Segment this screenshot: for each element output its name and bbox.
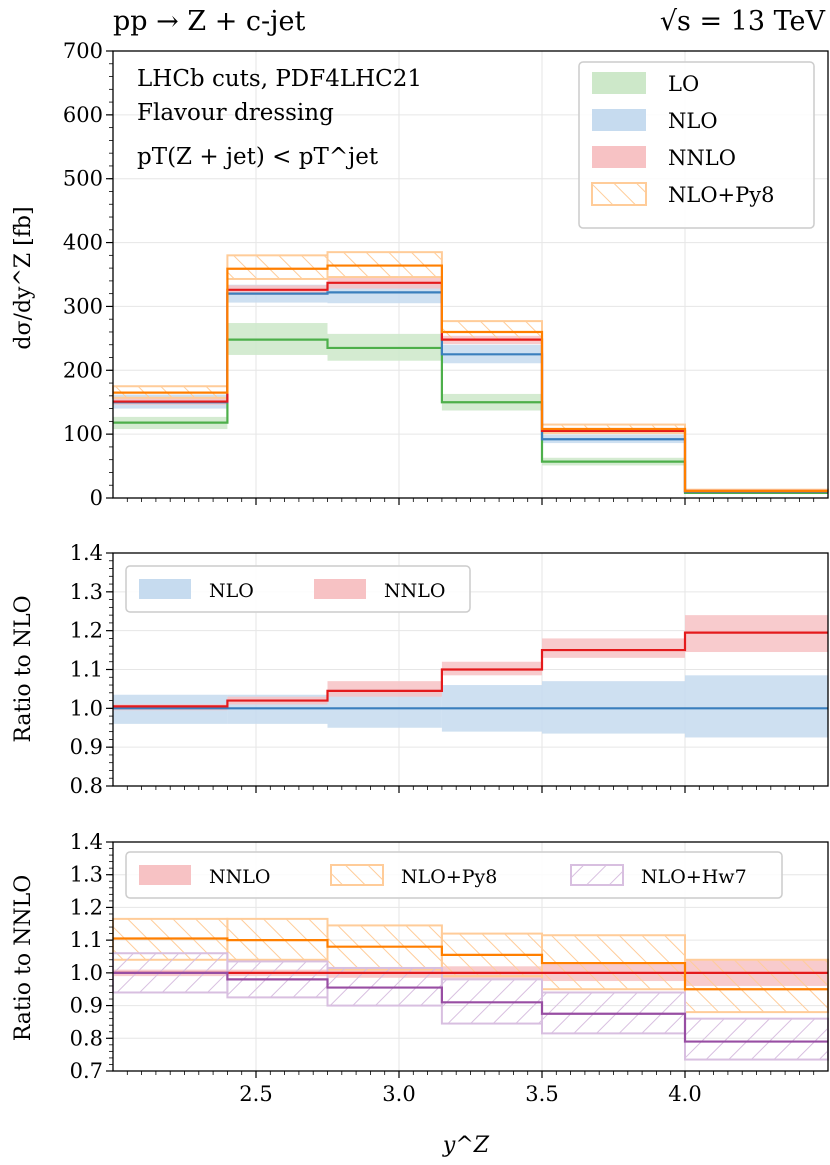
y-tick-label: 0.8 <box>70 774 103 798</box>
band-nlo-hw7 <box>684 1017 829 1061</box>
y-tick-label: 200 <box>63 358 103 382</box>
y-tick-label: 0.9 <box>70 994 103 1018</box>
legend-frame <box>125 851 783 899</box>
y-tick-label: 1.0 <box>70 961 103 985</box>
ratio-nnlo-ylabel: Ratio to NNLO <box>11 875 36 1042</box>
legend-ratio-nnlo: NNLO NLO+Py8 NLO+Hw7 <box>125 851 783 899</box>
legend-label: NLO <box>668 109 718 133</box>
legend-swatch-nlo-hw7 <box>570 864 624 886</box>
annotation-pt-cut: pT(Z + jet) < pT^jet <box>137 144 379 170</box>
y-tick-label: 1.0 <box>70 696 103 720</box>
legend-ratio-nlo: NLO NNLO <box>125 565 471 613</box>
legend-label: NNLO <box>668 146 736 170</box>
x-tick-label: 3.0 <box>382 1082 415 1106</box>
band-nnlo <box>327 681 442 697</box>
main-ylabel: dσ/dy^Z [fb] <box>11 206 36 349</box>
y-tick-label: 0.9 <box>70 735 103 759</box>
line-nnlo <box>113 631 828 708</box>
ratio-nlo-panel: 0.8 0.9 1.0 1.1 1.2 1.3 1.4 <box>70 541 829 798</box>
y-tick-label: 700 <box>63 39 103 63</box>
y-tick-label: 1.4 <box>70 830 103 854</box>
legend-label: NNLO <box>209 866 270 888</box>
y-tick-label: 1.2 <box>70 619 103 643</box>
y-tick-label: 1.3 <box>70 580 103 604</box>
annotation-cuts: LHCb cuts, PDF4LHC21 <box>137 66 422 92</box>
legend-swatch-nnlo <box>314 579 366 599</box>
y-tick-label: 1.2 <box>70 895 103 919</box>
band-nlo-py8 <box>440 320 543 341</box>
y-tick-label: 500 <box>63 167 103 191</box>
energy-label: √s = 13 TeV <box>660 6 826 37</box>
legend-swatch-nlo-py8 <box>330 864 384 886</box>
y-tick-label: 0.7 <box>70 1059 103 1083</box>
x-tick-label: 3.5 <box>525 1082 558 1106</box>
band-nlo <box>685 675 828 738</box>
y-tick-label: 1.4 <box>70 541 103 565</box>
y-tick-label: 1.1 <box>70 928 103 952</box>
line-nlo-py8 <box>113 937 828 991</box>
y-tick-label: 1.1 <box>70 658 103 682</box>
legend-label: NLO+Py8 <box>668 183 775 207</box>
legend-label: NNLO <box>384 580 445 602</box>
y-tick-label: 1.3 <box>70 863 103 887</box>
y-tick-label: 600 <box>63 103 103 127</box>
legend-frame <box>125 565 471 613</box>
y-tick-label: 400 <box>63 231 103 255</box>
band-nlo-py8 <box>226 254 329 280</box>
legend-swatch-nnlo <box>592 146 646 168</box>
legend-swatch-nlo <box>592 109 646 131</box>
line-nlo-hw7 <box>113 971 828 1043</box>
legend-label: NLO+Py8 <box>401 866 497 888</box>
ratio-nnlo-panel: 0.7 0.8 0.9 1.0 1.1 1.2 1.3 1.4 2.5 3.0 3.5 4.0 <box>70 830 829 1106</box>
line-nlo-py8 <box>113 264 828 493</box>
x-tick-label: 2.5 <box>239 1082 272 1106</box>
legend-swatch-nlo <box>139 579 191 599</box>
legend-label: NLO+Hw7 <box>641 866 747 888</box>
y-tick-label: 0 <box>90 486 103 510</box>
band-nnlo <box>542 638 685 658</box>
main-panel: 0 100 200 300 400 500 600 700 <box>63 39 829 510</box>
legend-label: LO <box>668 72 699 96</box>
process-title: pp → Z + c-jet <box>113 6 305 37</box>
ratio-nlo-ylabel: Ratio to NLO <box>11 595 36 742</box>
band-nlo-py8 <box>684 958 829 1014</box>
y-tick-label: 100 <box>63 422 103 446</box>
annotation-dressing: Flavour dressing <box>137 100 334 126</box>
legend-label: NLO <box>209 580 254 602</box>
legend-swatch-nlo-py8 <box>591 182 647 206</box>
legend-main: LO NLO NNLO NLO+Py8 <box>578 61 815 229</box>
legend-swatch-lo <box>592 72 646 94</box>
legend-swatch-nnlo <box>139 865 191 885</box>
y-tick-label: 0.8 <box>70 1026 103 1050</box>
x-axis-label: y^Z <box>442 1133 490 1158</box>
y-tick-label: 300 <box>63 294 103 318</box>
x-tick-label: 4.0 <box>668 1082 701 1106</box>
